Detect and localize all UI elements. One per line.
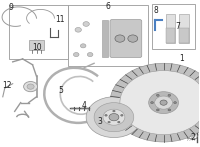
Bar (152, 4, 195, 49)
Text: 11: 11 (56, 15, 65, 24)
Bar (179, 14, 189, 43)
Circle shape (120, 71, 200, 135)
Circle shape (86, 97, 142, 138)
Circle shape (149, 92, 178, 113)
Bar (166, 28, 175, 43)
Bar (102, 20, 108, 57)
Text: 1: 1 (179, 54, 184, 64)
Circle shape (105, 114, 107, 116)
Circle shape (168, 94, 171, 96)
Text: 8: 8 (153, 6, 158, 15)
Text: 12: 12 (2, 81, 11, 90)
Circle shape (151, 102, 153, 104)
Circle shape (156, 94, 159, 96)
Circle shape (155, 96, 173, 109)
Circle shape (108, 121, 110, 123)
Circle shape (73, 52, 79, 57)
Text: 10: 10 (32, 43, 41, 52)
FancyBboxPatch shape (110, 20, 142, 57)
Circle shape (156, 109, 159, 111)
Circle shape (83, 22, 89, 26)
Circle shape (103, 109, 125, 125)
Circle shape (75, 27, 81, 32)
Circle shape (94, 103, 134, 132)
Bar (68, 5, 148, 66)
Circle shape (160, 100, 167, 105)
Circle shape (113, 110, 115, 112)
Text: 5: 5 (58, 86, 63, 95)
Text: 3: 3 (98, 117, 102, 126)
Circle shape (110, 63, 200, 142)
Bar (179, 28, 189, 43)
Bar (9, 5, 68, 59)
Text: 2: 2 (191, 133, 196, 142)
Circle shape (115, 35, 125, 42)
Circle shape (174, 102, 176, 104)
Circle shape (24, 81, 38, 92)
Text: 6: 6 (106, 2, 110, 11)
Bar (29, 40, 44, 50)
Circle shape (118, 121, 120, 123)
Circle shape (128, 35, 138, 42)
Text: 7: 7 (175, 22, 180, 31)
Circle shape (168, 109, 171, 111)
Circle shape (27, 84, 34, 89)
Text: 9: 9 (8, 4, 13, 12)
Circle shape (121, 114, 123, 116)
Circle shape (80, 44, 86, 48)
Text: 4: 4 (82, 101, 87, 110)
Bar (166, 14, 175, 43)
Circle shape (87, 52, 93, 57)
Circle shape (109, 113, 119, 121)
